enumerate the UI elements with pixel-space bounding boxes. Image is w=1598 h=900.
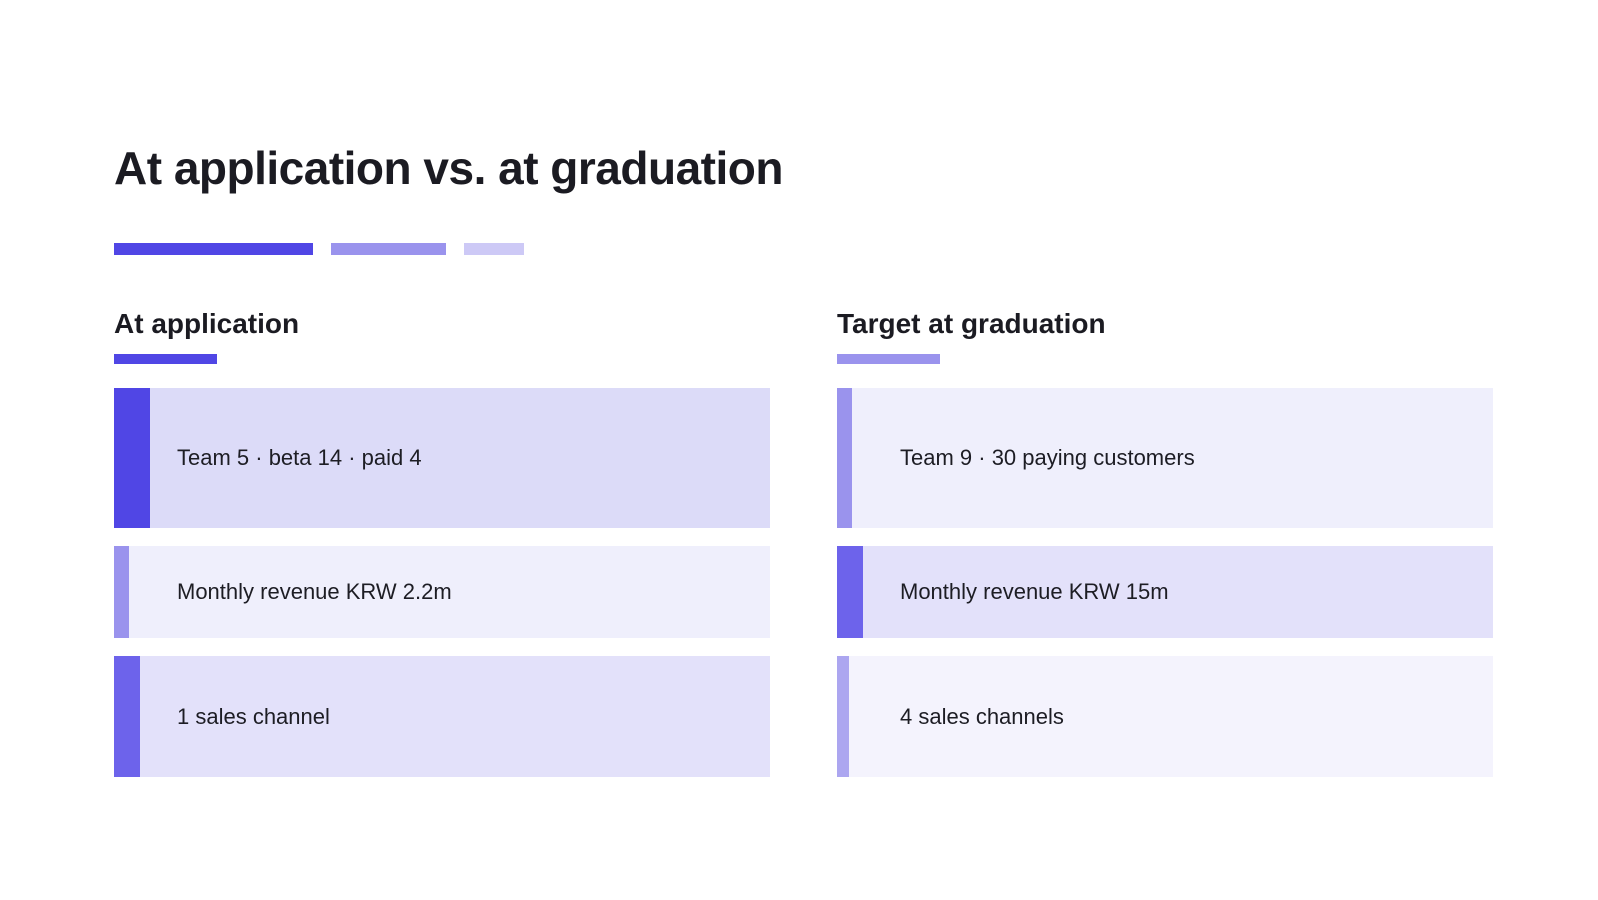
- column-underline: [114, 354, 217, 364]
- card-text: Team 5 · beta 14 · paid 4: [177, 445, 422, 470]
- card-accent-bar: [837, 546, 863, 638]
- column-target-at-graduation: Target at graduation Team 9 · 30 paying …: [837, 300, 1493, 777]
- column-heading: Target at graduation: [837, 308, 1106, 339]
- card-text: 1 sales channel: [177, 703, 330, 729]
- metric-card: Monthly revenue KRW 2.2m: [114, 546, 770, 638]
- metric-card: Team 5 · beta 14 · paid 4: [114, 388, 770, 528]
- column-underline: [837, 354, 940, 364]
- column-at-application: At application Team 5 · beta 14 · paid 4…: [114, 300, 770, 777]
- card-text: 4 sales channels: [900, 703, 1064, 729]
- page-title: At application vs. at graduation: [114, 142, 783, 194]
- column-heading: At application: [114, 308, 300, 339]
- card-text: Monthly revenue KRW 2.2m: [177, 579, 452, 604]
- card-text: Monthly revenue KRW 15m: [900, 579, 1169, 604]
- card-accent-bar: [114, 546, 129, 638]
- metric-card: 4 sales channels: [837, 656, 1493, 777]
- accent-bar-secondary: [331, 243, 446, 255]
- accent-bar-tertiary: [464, 243, 524, 255]
- accent-bar-primary: [114, 243, 313, 255]
- card-accent-bar: [837, 656, 849, 777]
- metric-card: Team 9 · 30 paying customers: [837, 388, 1493, 528]
- card-accent-bar: [114, 656, 140, 777]
- metric-card: 1 sales channel: [114, 656, 770, 777]
- metric-card: Monthly revenue KRW 15m: [837, 546, 1493, 638]
- card-accent-bar: [114, 388, 150, 528]
- card-accent-bar: [837, 388, 852, 528]
- card-text: Team 9 · 30 paying customers: [900, 445, 1195, 470]
